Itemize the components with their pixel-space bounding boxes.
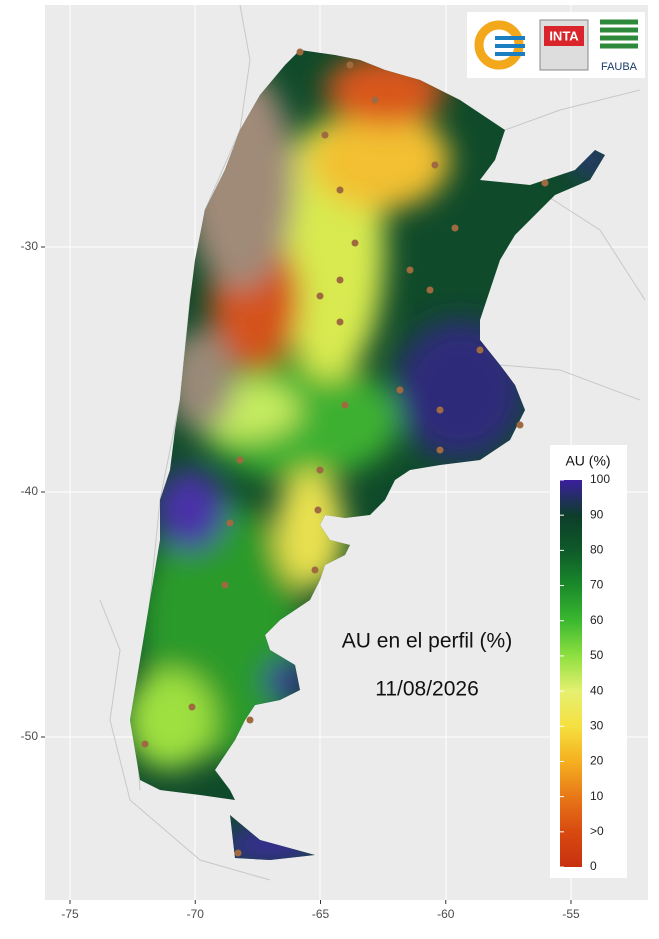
logo-fauba: FAUBA: [601, 61, 638, 73]
map-title: AU en el perfil (%): [342, 630, 512, 653]
legend-label: 30: [590, 718, 604, 732]
legend-label: 100: [590, 472, 610, 486]
x-tick-label: -75: [61, 907, 79, 921]
logo-inta: INTA: [549, 28, 579, 43]
legend-label: >0: [590, 824, 604, 838]
x-tick-label: -55: [562, 907, 580, 921]
logo-waves: [495, 36, 525, 56]
colorbar: [560, 480, 582, 867]
map-date: 11/08/2026: [375, 678, 479, 701]
logos: INTA FAUBA: [467, 12, 645, 78]
y-tick-label: -50: [21, 729, 39, 743]
legend-label: 0: [590, 859, 597, 873]
y-tick-label: -30: [21, 239, 39, 253]
logo-fauba-mark: [600, 19, 638, 49]
legend-title: AU (%): [565, 453, 610, 469]
legend-label: 60: [590, 613, 604, 627]
stations: [141, 48, 549, 857]
legend-label: 80: [590, 543, 604, 557]
legend-label: 40: [590, 683, 604, 697]
x-tick-label: -60: [437, 907, 455, 921]
legend-label: 50: [590, 648, 604, 662]
legend-label: 20: [590, 754, 604, 768]
y-tick-label: -40: [21, 484, 39, 498]
x-tick-label: -70: [187, 907, 205, 921]
logo-inta-red: [544, 26, 584, 46]
x-tick-label: -65: [312, 907, 330, 921]
legend: AU (%) 100 90 80 70 60 50 40 30 20 10 >0 0: [550, 445, 627, 878]
legend-label: 70: [590, 578, 604, 592]
legend-label: 90: [590, 507, 604, 521]
legend-label: 10: [590, 789, 604, 803]
